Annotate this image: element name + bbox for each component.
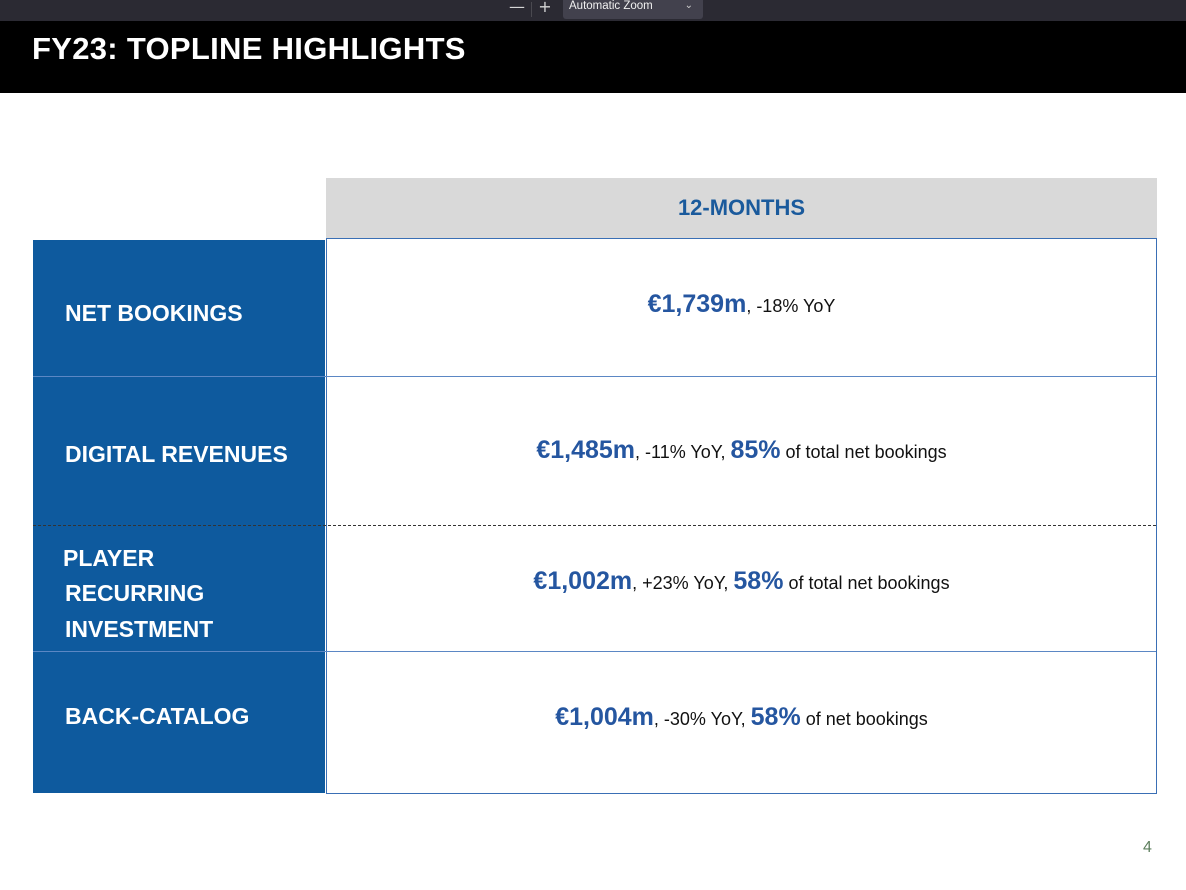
yoy-text: , +23% YoY,	[632, 573, 734, 593]
slide-title: FY23: TOPLINE HIGHLIGHTS	[32, 31, 466, 66]
column-header: 12-MONTHS	[326, 178, 1157, 238]
share-percent: 58%	[750, 703, 801, 731]
row-divider	[33, 376, 1156, 377]
share-suffix: of total net bookings	[783, 573, 950, 593]
row-divider	[33, 651, 1156, 652]
row-value-digital-revenues: €1,485m, -11% YoY, 85% of total net book…	[326, 436, 1157, 465]
row-label-player-recurring-investment-1: PLAYER	[63, 545, 155, 571]
slide-header	[0, 21, 1186, 93]
share-suffix: of total net bookings	[780, 442, 947, 462]
toolbar-divider	[531, 2, 532, 17]
row-label-back-catalog: BACK-CATALOG	[65, 703, 250, 729]
row-label-player-recurring-investment-2: RECURRING	[65, 580, 205, 606]
yoy-text: , -30% YoY,	[653, 709, 751, 729]
row-value-back-catalog: €1,004m, -30% YoY, 58% of net bookings	[326, 703, 1157, 732]
share-percent: 58%	[733, 567, 784, 595]
yoy-text: , -18% YoY	[746, 296, 836, 316]
zoom-in-button[interactable]: +	[538, 0, 552, 16]
row-divider-dashed	[33, 525, 1156, 526]
share-suffix: of net bookings	[800, 709, 928, 729]
page-number: 4	[1143, 839, 1152, 856]
row-value-player-recurring-investment: €1,002m, +23% YoY, 58% of total net book…	[326, 567, 1157, 596]
column-header-label: 12-MONTHS	[677, 195, 806, 220]
amount: €1,739m	[647, 290, 747, 318]
yoy-text: , -11% YoY,	[635, 442, 731, 462]
zoom-select-value: Automatic Zoom	[569, 0, 653, 12]
viewer-toolbar: — + Automatic Zoom ⌄	[0, 0, 1186, 21]
amount: €1,002m	[533, 567, 633, 595]
values-column	[326, 238, 1157, 794]
amount: €1,004m	[555, 703, 654, 731]
zoom-out-button[interactable]: —	[509, 0, 525, 16]
row-label-digital-revenues: DIGITAL REVENUES	[65, 441, 288, 467]
row-labels-column: NET BOOKINGS DIGITAL REVENUES PLAYER REC…	[33, 240, 325, 793]
row-value-net-bookings: €1,739m, -18% YoY	[326, 290, 1157, 319]
row-label-player-recurring-investment-3: INVESTMENT	[65, 616, 214, 642]
amount: €1,485m	[536, 436, 636, 464]
zoom-select[interactable]: Automatic Zoom ⌄	[563, 0, 703, 19]
chevron-down-icon: ⌄	[684, 0, 693, 11]
share-percent: 85%	[730, 436, 781, 464]
row-label-net-bookings: NET BOOKINGS	[65, 300, 243, 326]
